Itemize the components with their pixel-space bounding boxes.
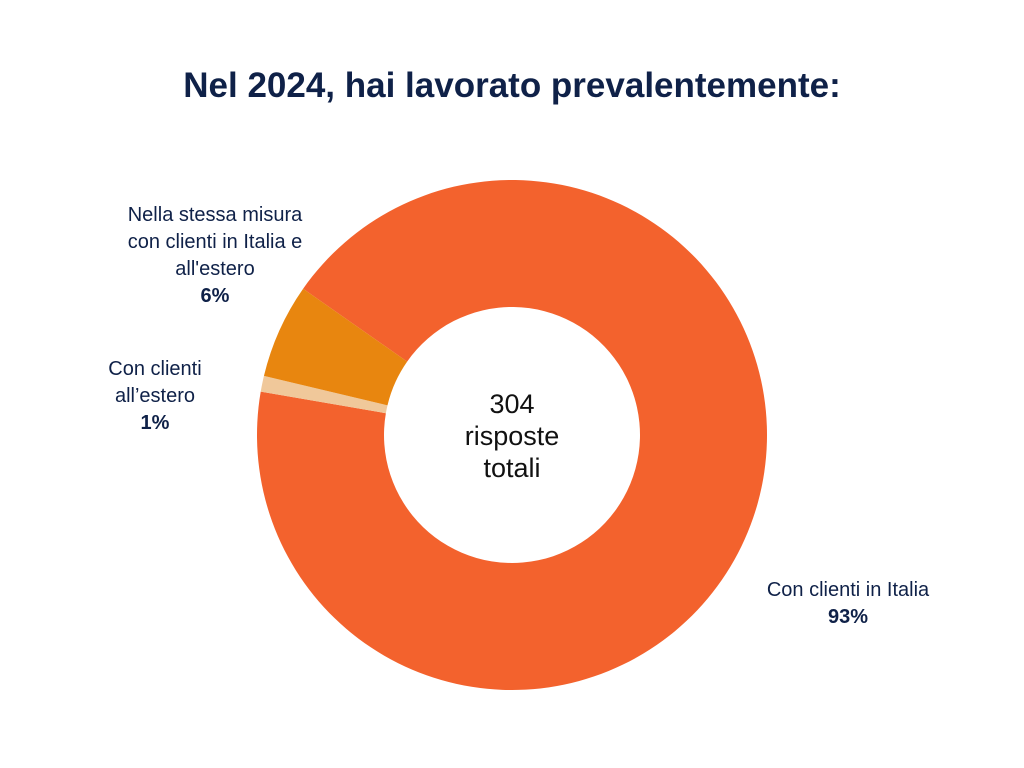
label-stessa-misura: Nella stessa misura con clienti in Itali… [90, 202, 340, 310]
slice-italia [256, 180, 768, 691]
center-total-label: 304 risposte totali [412, 388, 612, 484]
pct-estero: 1% [140, 412, 170, 434]
label-estero: Con clienti all’estero 1% [80, 356, 230, 437]
slice-estero [260, 375, 388, 414]
slice-stessa-misura [263, 288, 408, 406]
label-italia: Con clienti in Italia 93% [730, 577, 966, 631]
total-count: 304 [489, 389, 535, 419]
pct-stessa-misura: 6% [200, 285, 230, 307]
chart-title: Nel 2024, hai lavorato prevalentemente: [183, 66, 841, 105]
pct-italia: 93% [827, 606, 869, 628]
